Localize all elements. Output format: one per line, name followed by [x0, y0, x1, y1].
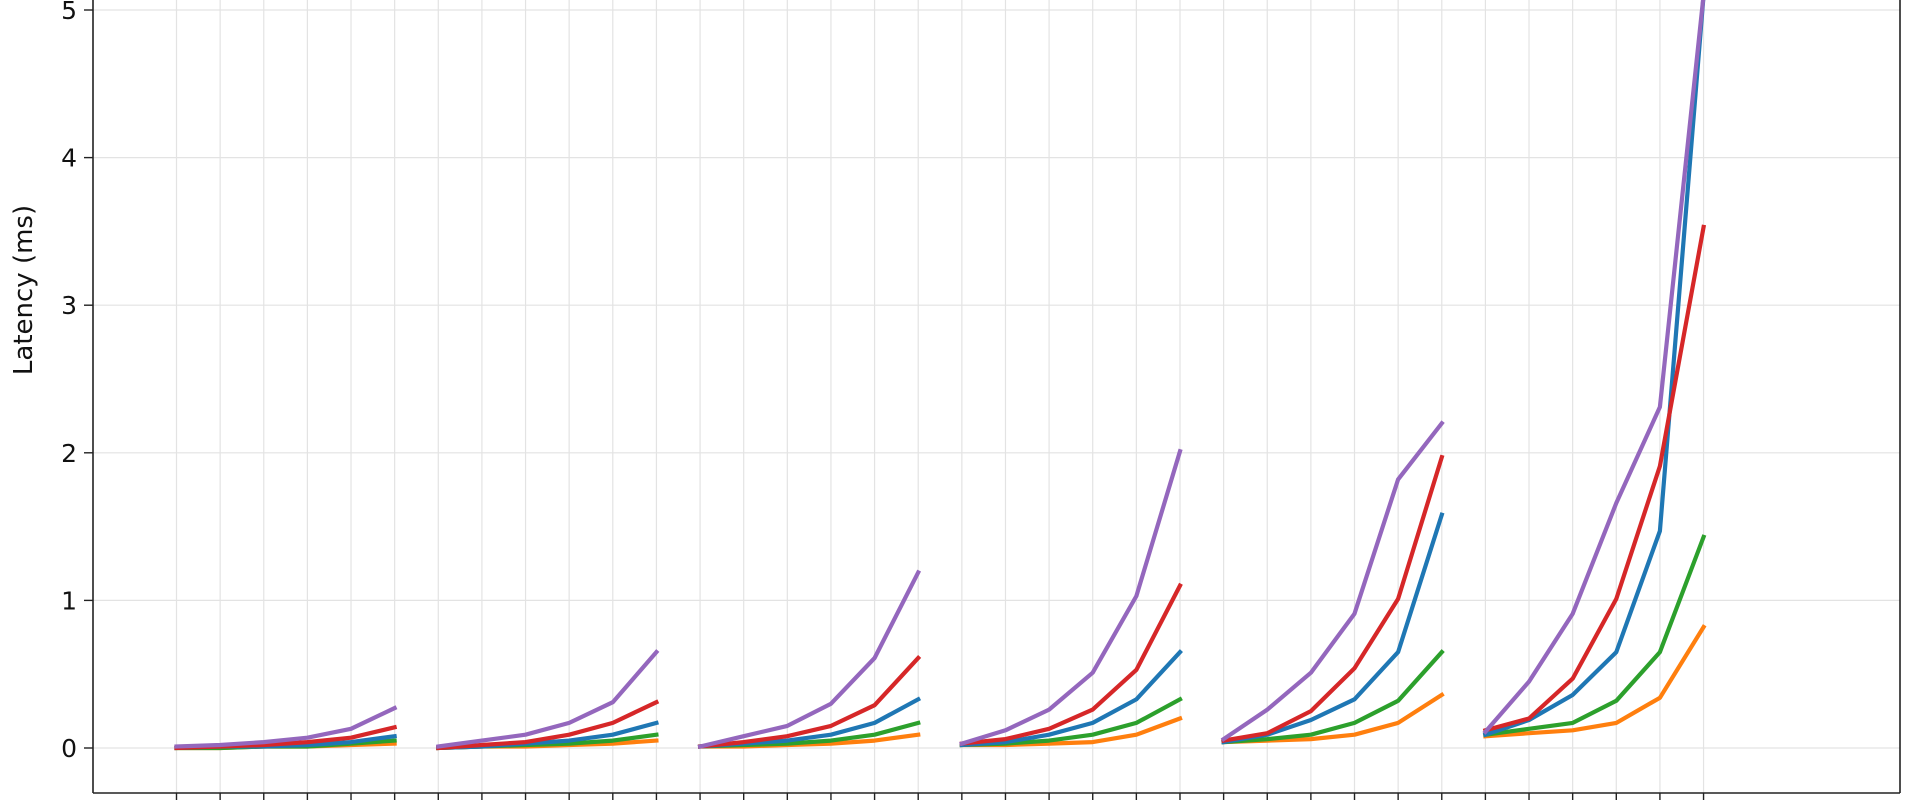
- series-3-line-group-5: [1221, 512, 1445, 745]
- y-tick-label: 1: [61, 586, 77, 615]
- y-tick-label: 2: [61, 439, 77, 468]
- series-2-line-group-6: [1483, 534, 1707, 738]
- series-5-line-group-3: [697, 569, 922, 750]
- grid-layer: [93, 0, 1900, 793]
- series-5-line-group-4: [959, 448, 1183, 747]
- series-4-line-group-5: [1221, 454, 1445, 744]
- series-4-line-group-3: [697, 655, 922, 749]
- series-4-line-group-2: [436, 699, 660, 751]
- y-tick-label: 4: [61, 144, 77, 173]
- y-tick-label: 5: [61, 0, 77, 25]
- series-5-line-group-1: [174, 705, 398, 749]
- y-axis-label: Latency (ms): [9, 205, 39, 375]
- series-4-line-group-6: [1482, 224, 1707, 733]
- series-5-line-group-5: [1220, 420, 1445, 743]
- series-2-line-group-5: [1221, 649, 1445, 745]
- axis-layer: 0 1 2 3 4 5: [61, 0, 1901, 800]
- line-layer: [174, 0, 1707, 751]
- series-4-line-group-4: [959, 582, 1183, 746]
- series-5-line-group-2: [435, 649, 660, 749]
- series-3-line-group-4: [959, 649, 1183, 748]
- series-5-line-group-6: [1482, 0, 1706, 735]
- y-tick-label: 0: [61, 734, 77, 763]
- series-1-line-group-6: [1483, 624, 1707, 739]
- y-tick-label: 3: [61, 291, 77, 320]
